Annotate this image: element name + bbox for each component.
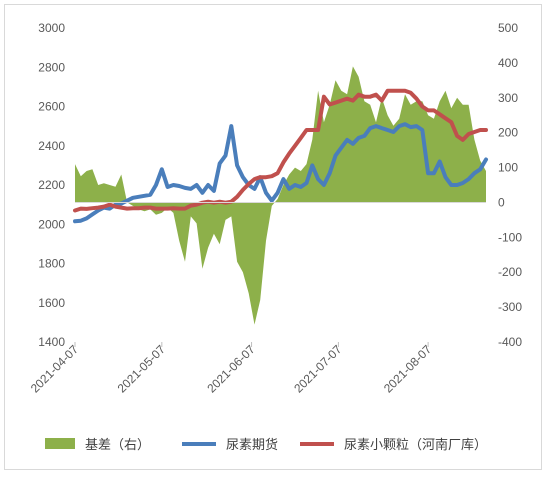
y-left-tick-label: 3000 <box>38 21 65 35</box>
x-tick-label: 2021-08-07 <box>381 342 435 396</box>
y-right-tick-label: 400 <box>498 56 518 70</box>
y-right-tick-label: 200 <box>498 126 518 140</box>
y-right-tick-label: -400 <box>498 335 522 349</box>
y-left-tick-label: 1400 <box>38 335 65 349</box>
y-left-tick-label: 1600 <box>38 296 65 310</box>
y-left-tick-label: 2200 <box>38 178 65 192</box>
x-tick-label: 2021-05-07 <box>115 342 169 396</box>
y-left-tick-label: 2800 <box>38 60 65 74</box>
x-tick-label: 2021-07-07 <box>291 342 345 396</box>
x-tick-label: 2021-06-07 <box>204 342 258 396</box>
y-right-tick-label: 500 <box>498 21 518 35</box>
legend: 基差（右） 尿素期货 尿素小颗粒（河南厂库） <box>45 437 487 453</box>
series-line-2 <box>73 88 488 213</box>
y-left-tick-label: 2400 <box>38 139 65 153</box>
y-left-tick-label: 1800 <box>38 257 65 271</box>
legend-label: 基差（右） <box>85 438 150 453</box>
y-right-tick-label: 0 <box>498 195 505 209</box>
y-right-tick-label: -100 <box>498 230 522 244</box>
series-area-0 <box>75 66 486 325</box>
y-right-tick-label: 100 <box>498 161 518 175</box>
y-right-tick-label: -200 <box>498 265 522 279</box>
legend-label: 尿素小颗粒（河南厂库） <box>344 437 487 453</box>
x-tick-label: 2021-04-07 <box>28 342 82 396</box>
y-right-tick-label: 300 <box>498 91 518 105</box>
legend-swatch-area <box>45 438 75 449</box>
plot-area <box>73 66 488 325</box>
y-left-tick-label: 2600 <box>38 100 65 114</box>
y-left-tick-label: 2000 <box>38 217 65 231</box>
legend-label: 尿素期货 <box>226 437 278 453</box>
chart-frame <box>4 4 542 470</box>
y-right-tick-label: -300 <box>498 300 522 314</box>
series-line-1 <box>73 122 488 224</box>
